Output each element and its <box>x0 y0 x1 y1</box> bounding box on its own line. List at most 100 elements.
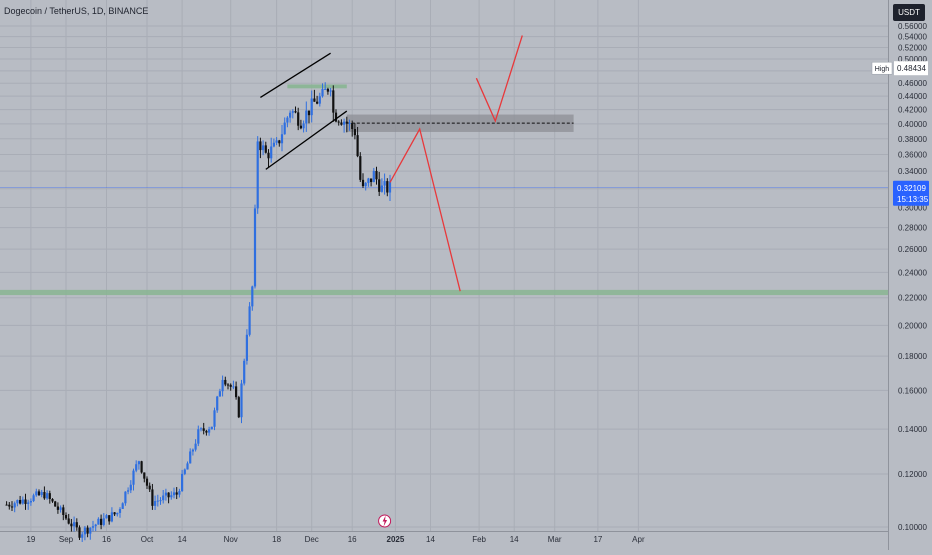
candle-body <box>151 489 154 506</box>
x-tick-label: Mar <box>548 535 562 544</box>
y-tick-label: 0.44000 <box>898 92 927 101</box>
candle-body <box>156 500 159 502</box>
candle-body <box>121 503 124 509</box>
candle-body <box>48 493 51 499</box>
candle-body <box>270 146 273 159</box>
y-tick-label: 0.14000 <box>898 425 927 434</box>
currency-button[interactable]: USDT <box>893 4 925 21</box>
candle-body <box>64 514 68 519</box>
candle-body <box>13 503 16 508</box>
candle-body <box>256 141 259 209</box>
y-tick-label: 0.26000 <box>898 245 927 254</box>
candle-body <box>24 499 27 504</box>
candle-body <box>78 527 81 538</box>
candle-body <box>305 110 308 124</box>
x-tick-label: 19 <box>26 535 35 544</box>
candle-body <box>334 112 338 122</box>
candle-body <box>299 125 302 129</box>
candle-body <box>16 499 19 504</box>
resistance-zone <box>346 114 574 132</box>
x-tick-label: Sep <box>59 535 74 544</box>
candle-body <box>286 117 289 123</box>
last-price-label: 0.32109 <box>897 184 926 193</box>
channel-line <box>260 52 331 99</box>
candle-body <box>159 500 162 502</box>
x-tick-label: Nov <box>224 535 238 544</box>
y-tick-label: 0.30000 <box>898 204 927 213</box>
y-tick-label: 0.16000 <box>898 386 927 395</box>
candle-body <box>67 518 70 524</box>
candle-body <box>40 492 43 496</box>
candle-body <box>189 451 192 464</box>
candle-body <box>224 379 227 385</box>
y-tick-label: 0.20000 <box>898 321 927 330</box>
candle-body <box>162 495 165 501</box>
candle-body <box>232 386 235 388</box>
candle-body <box>318 96 321 104</box>
candle-body <box>32 495 35 502</box>
candle-body <box>229 384 232 387</box>
candle-body <box>221 379 224 392</box>
candle-body <box>235 386 238 398</box>
candle-body <box>278 140 281 144</box>
candle-body <box>35 491 38 496</box>
candle-body <box>294 111 297 113</box>
candle-body <box>210 426 213 430</box>
candle-body <box>8 504 11 507</box>
candle-body <box>118 508 122 513</box>
candle-body <box>205 430 208 433</box>
candle-body <box>186 463 189 470</box>
candle-body <box>29 501 32 503</box>
candle-body <box>59 507 62 510</box>
candle-body <box>170 495 173 498</box>
x-tick-label: Oct <box>141 535 154 544</box>
candle-body <box>37 491 41 496</box>
candle-body <box>283 122 286 135</box>
candle-body <box>359 156 362 180</box>
candle-body <box>132 470 135 485</box>
x-tick-label: 14 <box>178 535 187 544</box>
candle-body <box>248 306 251 335</box>
candle-body <box>54 501 57 507</box>
top-zone <box>287 84 347 89</box>
candle-body <box>302 123 305 129</box>
candle-body <box>291 111 294 113</box>
candle-body <box>140 461 143 473</box>
candle-body <box>202 428 205 431</box>
candle-body <box>297 112 300 126</box>
y-tick-label: 0.50000 <box>898 55 927 64</box>
candle-body <box>102 518 105 525</box>
candle-body <box>361 179 365 187</box>
candle-body <box>367 178 370 183</box>
y-tick-label: 0.10000 <box>898 523 927 532</box>
candle-body <box>91 526 95 528</box>
candle-body <box>313 98 316 102</box>
candle-body <box>27 502 30 504</box>
candle-body <box>348 122 351 124</box>
candle-body <box>380 185 383 192</box>
candle-body <box>197 429 200 444</box>
candle-body <box>364 182 367 187</box>
projection-arrow <box>475 35 523 123</box>
candle-body <box>137 461 140 465</box>
candle-body <box>127 490 130 492</box>
candle-body <box>337 121 340 123</box>
candle-body <box>178 491 181 495</box>
candle-body <box>332 90 335 113</box>
x-tick-label: 2025 <box>387 535 405 544</box>
candle-body <box>370 178 373 183</box>
candle-body <box>10 506 14 508</box>
candle-body <box>383 181 386 186</box>
y-tick-label: 0.22000 <box>898 294 927 303</box>
candle-body <box>113 512 116 515</box>
candle-body <box>375 170 378 180</box>
candle-body <box>351 122 354 130</box>
y-tick-label: 0.38000 <box>898 135 927 144</box>
candle-body <box>81 534 84 538</box>
y-tick-label: 0.34000 <box>898 167 927 176</box>
x-tick-label: 16 <box>102 535 111 544</box>
candle-body <box>326 88 329 92</box>
projection-path <box>389 127 461 292</box>
